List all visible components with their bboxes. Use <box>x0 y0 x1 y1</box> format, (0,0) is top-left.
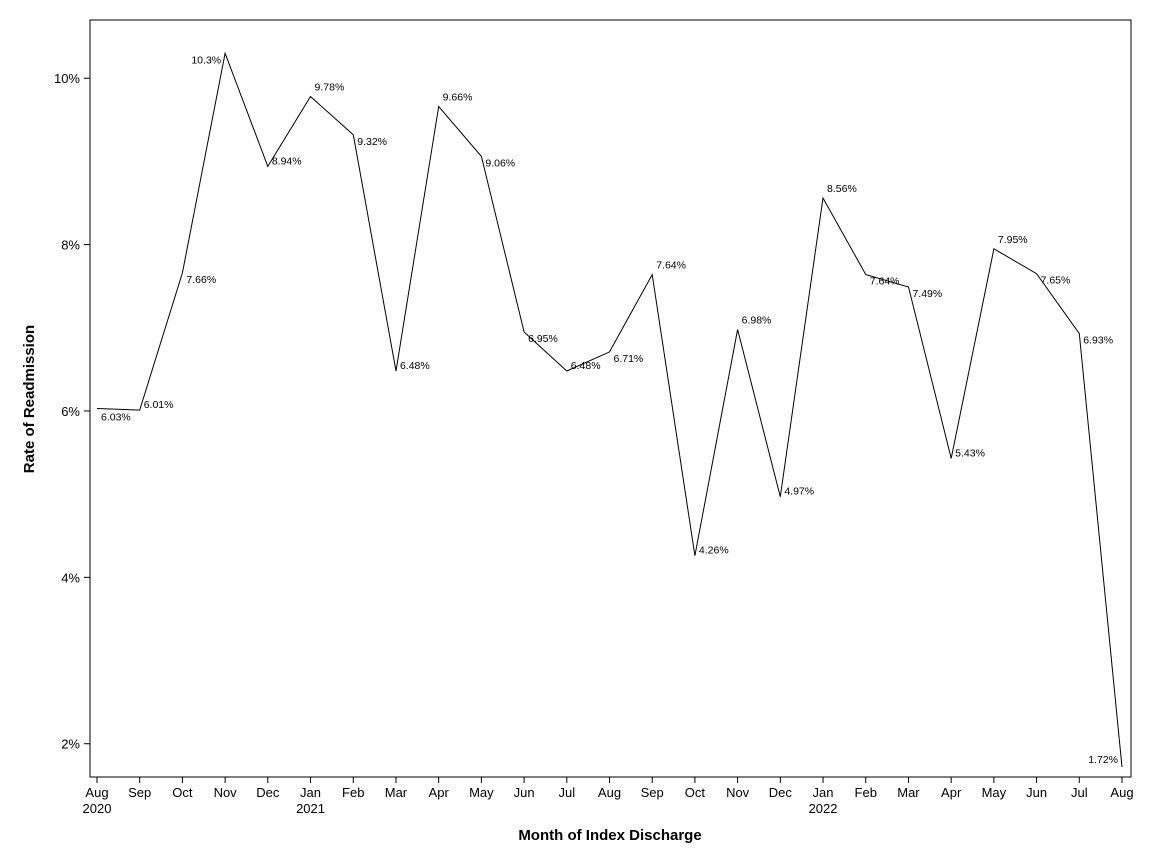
data-label: 10.3% <box>191 54 221 66</box>
data-label: 6.95% <box>528 333 558 345</box>
data-label: 6.98% <box>742 314 772 326</box>
x-tick-label: Sep <box>128 785 151 800</box>
data-label: 9.32% <box>357 136 387 148</box>
data-label: 7.66% <box>186 274 216 286</box>
x-tick-year-label: 2020 <box>83 801 112 816</box>
x-tick-label: Apr <box>429 785 450 800</box>
data-label: 5.43% <box>955 447 985 459</box>
x-tick-label: Nov <box>214 785 238 800</box>
data-label: 7.64% <box>656 260 686 272</box>
y-tick-label: 6% <box>61 404 80 419</box>
x-tick-label: Apr <box>941 785 962 800</box>
y-tick-label: 8% <box>61 238 80 253</box>
x-tick-label: Aug <box>1110 785 1133 800</box>
data-label: 6.93% <box>1083 335 1113 347</box>
data-label: 8.56% <box>827 183 857 195</box>
y-tick-label: 10% <box>54 71 80 86</box>
x-tick-label: Jul <box>558 785 575 800</box>
data-label: 4.26% <box>699 545 729 557</box>
data-label: 1.72% <box>1088 754 1118 766</box>
data-label: 9.78% <box>315 82 345 94</box>
x-tick-label: Oct <box>685 785 706 800</box>
data-label: 7.95% <box>998 234 1028 246</box>
x-tick-label: Jun <box>1026 785 1047 800</box>
x-tick-label: Feb <box>342 785 364 800</box>
y-tick-label: 4% <box>61 570 80 585</box>
x-tick-label: Jun <box>514 785 535 800</box>
data-label: 7.49% <box>912 288 942 300</box>
x-tick-label: May <box>469 785 494 800</box>
data-label: 6.03% <box>101 411 131 423</box>
x-tick-label: Feb <box>855 785 877 800</box>
plot-frame <box>89 19 1132 778</box>
data-label: 4.97% <box>784 486 814 498</box>
x-tick-label: Jan <box>813 785 834 800</box>
x-tick-label: Jul <box>1071 785 1088 800</box>
y-tick-label: 2% <box>61 737 80 752</box>
x-tick-label: May <box>982 785 1007 800</box>
data-label: 6.48% <box>400 360 430 372</box>
x-tick-label: Nov <box>726 785 750 800</box>
y-axis: 2% 4% 6% 8% 10% <box>54 71 90 752</box>
data-label: 6.01% <box>144 399 174 411</box>
data-label: 7.65% <box>1041 275 1071 287</box>
x-tick-label: Dec <box>769 785 793 800</box>
x-axis-title: Month of Index Discharge <box>518 827 701 844</box>
x-tick-label: Oct <box>172 785 193 800</box>
x-tick-label: Mar <box>385 785 408 800</box>
data-label: 8.94% <box>272 155 302 167</box>
x-tick-label: Aug <box>598 785 621 800</box>
data-label: 9.66% <box>443 92 473 104</box>
x-tick-label: Sep <box>641 785 664 800</box>
x-tick-year-label: 2021 <box>296 801 325 816</box>
data-labels: 6.03% 6.01% 7.66% 10.3% 8.94% 9.78% 9.32% 6.48%… <box>101 54 1118 766</box>
data-label: 7.64% <box>870 276 900 288</box>
data-label: 9.06% <box>485 157 515 169</box>
x-tick-label: Mar <box>897 785 920 800</box>
x-tick-year-label: 2022 <box>809 801 838 816</box>
x-tick-label: Jan <box>300 785 321 800</box>
x-tick-label: Aug <box>85 785 108 800</box>
x-tick-label: Dec <box>256 785 280 800</box>
y-axis-title: Rate of Readmission <box>21 325 38 473</box>
data-label: 6.48% <box>571 360 601 372</box>
series-line <box>96 51 1123 768</box>
data-label: 6.71% <box>614 353 644 365</box>
